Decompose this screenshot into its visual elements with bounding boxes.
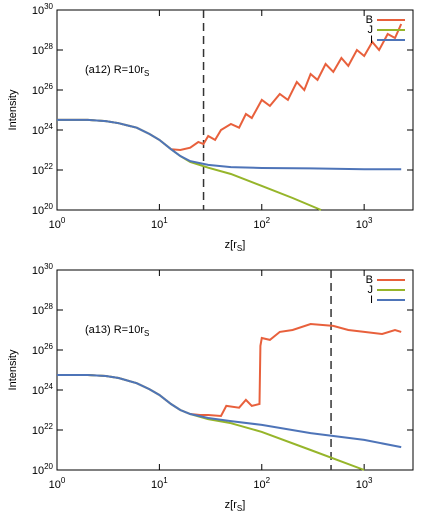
panel: 100 101 102 103102010221024102610281030Inte… — [7, 2, 414, 253]
x-tick-label-exp: 3 — [368, 476, 373, 485]
y-tick-label-exp: 22 — [44, 162, 53, 171]
legend-label: J — [368, 284, 374, 296]
y-tick-label: 1020 — [32, 202, 54, 217]
legend-label: I — [370, 34, 373, 46]
legend-label: B — [366, 274, 373, 286]
plot-frame — [56, 269, 414, 471]
x-tick-label-base: 10 — [151, 479, 163, 491]
y-tick-label-base: 10 — [32, 85, 44, 97]
x-axis-label: z[rS] — [225, 499, 246, 513]
y-tick-label-base: 10 — [32, 265, 44, 277]
y-tick-label-exp: 20 — [44, 202, 53, 211]
x-axis-label-sub: S — [237, 244, 242, 253]
y-tick-label-exp: 26 — [44, 342, 53, 351]
y-axis-label: Intensity — [7, 349, 19, 390]
x-axis-label-text: z[r — [225, 239, 238, 251]
y-tick-label-base: 10 — [32, 165, 44, 177]
x-tick-label-exp: 0 — [61, 476, 66, 485]
y-tick-label-base: 10 — [32, 125, 44, 137]
data-line — [57, 374, 365, 471]
legend-label: I — [370, 294, 373, 306]
y-tick-label: 1028 — [32, 302, 54, 317]
x-tick-label: 103 — [356, 476, 373, 491]
x-tick-label-base: 10 — [356, 219, 368, 231]
x-tick-label-exp: 2 — [266, 476, 271, 485]
x-axis-label-end: ] — [242, 239, 245, 251]
y-tick-label: 1026 — [32, 342, 54, 357]
y-axis-label: Intensity — [7, 89, 19, 130]
y-tick-label: 1024 — [32, 382, 54, 397]
y-tick-label-exp: 30 — [44, 262, 53, 271]
x-tick-label: 101 — [151, 476, 168, 491]
y-tick-label: 1022 — [32, 422, 54, 437]
plot-frame — [56, 9, 414, 211]
annotation-text: (a13) R=10r — [85, 324, 144, 336]
y-tick-label-exp: 24 — [44, 122, 53, 131]
y-tick-label-exp: 26 — [44, 82, 53, 91]
y-tick-label-exp: 28 — [44, 42, 53, 51]
x-tick-label: 100 — [49, 216, 66, 231]
y-tick-label-base: 10 — [32, 425, 44, 437]
x-tick-label-exp: 1 — [163, 476, 168, 485]
x-tick-label: 102 — [253, 216, 270, 231]
data-line — [57, 23, 403, 152]
legend-label: B — [366, 14, 373, 26]
y-tick-label: 1024 — [32, 122, 54, 137]
x-tick-label-base: 10 — [49, 479, 61, 491]
x-axis-label-text: z[r — [225, 499, 238, 511]
x-tick-label-base: 10 — [49, 219, 61, 231]
y-tick-label-base: 10 — [32, 345, 44, 357]
annotation-sub: S — [144, 69, 149, 78]
x-tick-label-base: 10 — [151, 219, 163, 231]
y-tick-label-base: 10 — [32, 5, 44, 17]
data-line — [57, 118, 322, 211]
x-axis-label-sub: S — [237, 504, 242, 513]
annotation-text: (a12) R=10r — [85, 64, 144, 76]
x-tick-label-base: 10 — [253, 219, 265, 231]
y-tick-label-exp: 28 — [44, 302, 53, 311]
data-line — [57, 322, 402, 418]
y-tick-label: 1020 — [32, 462, 54, 477]
y-tick-label-exp: 30 — [44, 2, 53, 11]
y-tick-label: 1030 — [32, 2, 54, 17]
y-tick-label: 1022 — [32, 162, 54, 177]
x-tick-label-exp: 2 — [266, 216, 271, 225]
x-axis-label: z[rS] — [225, 239, 246, 253]
x-tick-label: 101 — [151, 216, 168, 231]
y-tick-label-base: 10 — [32, 45, 44, 57]
y-tick-label-exp: 22 — [44, 422, 53, 431]
y-tick-label-base: 10 — [32, 465, 44, 477]
x-tick-label-exp: 3 — [368, 216, 373, 225]
x-tick-label: 100 — [49, 476, 66, 491]
annotation: (a13) R=10rS — [85, 324, 149, 338]
data-line — [57, 118, 402, 171]
annotation: (a12) R=10rS — [85, 64, 149, 78]
y-tick-label-base: 10 — [32, 205, 44, 217]
panel: 100 101 102 103102010221024102610281030Inte… — [7, 262, 414, 513]
y-tick-label: 1028 — [32, 42, 54, 57]
x-tick-label: 103 — [356, 216, 373, 231]
x-tick-label-base: 10 — [356, 479, 368, 491]
y-tick-label: 1026 — [32, 82, 54, 97]
x-tick-label-exp: 1 — [163, 216, 168, 225]
data-line — [57, 374, 402, 449]
x-tick-label-base: 10 — [253, 479, 265, 491]
y-tick-label-base: 10 — [32, 385, 44, 397]
y-tick-label: 1030 — [32, 262, 54, 277]
legend-label: J — [368, 24, 374, 36]
x-tick-label-exp: 0 — [61, 216, 66, 225]
annotation-sub: S — [144, 329, 149, 338]
y-tick-label-exp: 20 — [44, 462, 53, 471]
x-axis-label-end: ] — [242, 499, 245, 511]
y-tick-label-exp: 24 — [44, 382, 53, 391]
y-tick-label-base: 10 — [32, 305, 44, 317]
x-tick-label: 102 — [253, 476, 270, 491]
